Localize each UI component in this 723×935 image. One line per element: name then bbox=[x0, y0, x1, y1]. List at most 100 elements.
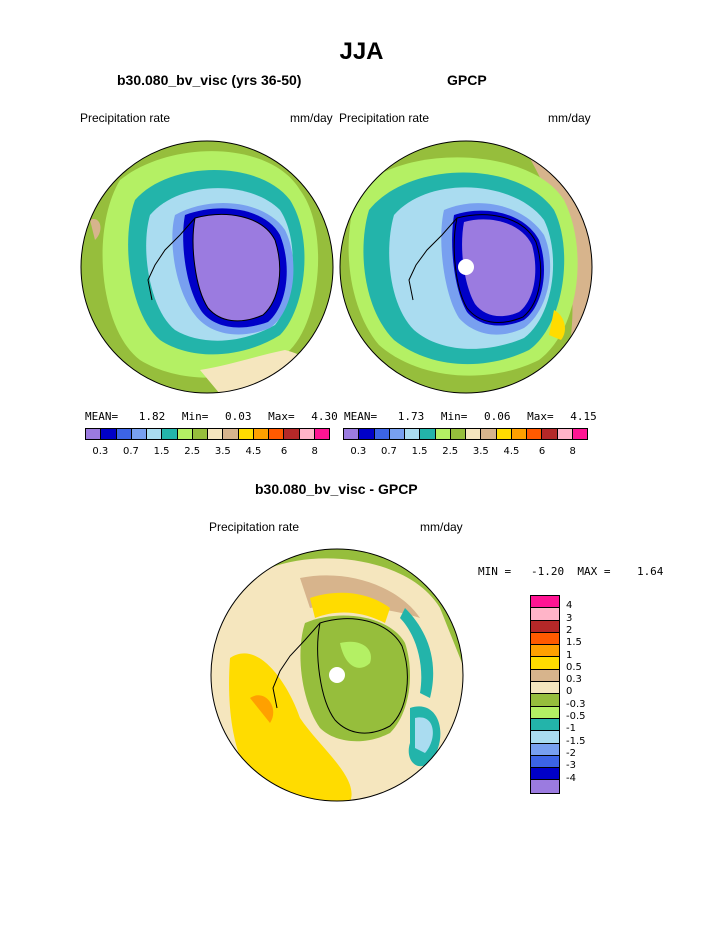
colorbar-tick-label: 2.5 bbox=[442, 446, 459, 457]
colorbar-swatch bbox=[466, 429, 482, 439]
diff-panel-variable: Precipitation rate bbox=[209, 520, 300, 534]
colorbar-swatch bbox=[299, 429, 315, 439]
colorbar-swatch bbox=[374, 429, 390, 439]
colorbar-swatch bbox=[531, 669, 559, 683]
left-panel-subtitle: b30.080_bv_visc (yrs 36-50) bbox=[117, 72, 302, 88]
left-colorbar bbox=[85, 428, 330, 440]
max-label: Max= bbox=[268, 410, 295, 423]
colorbar-tick-label: 0.7 bbox=[380, 446, 397, 457]
colorbar-swatch bbox=[116, 429, 132, 439]
right-colorbar-ticks: 0.3 0.7 1.5 2.5 3.5 4.5 6 8 bbox=[343, 446, 588, 460]
colorbar-tick-label: 4.5 bbox=[503, 446, 520, 457]
colorbar-swatch bbox=[531, 645, 559, 658]
colorbar-swatch bbox=[531, 718, 559, 732]
left-polar-map bbox=[80, 140, 334, 394]
map-patch-tan bbox=[90, 219, 101, 240]
colorbar-swatch bbox=[542, 429, 558, 439]
colorbar-swatch bbox=[284, 429, 300, 439]
right-stats: MEAN= 1.73 Min= 0.06 Max= 4.15 bbox=[344, 410, 597, 423]
colorbar-swatch bbox=[572, 429, 587, 439]
colorbar-swatch bbox=[531, 706, 559, 719]
min-label: Min= bbox=[440, 410, 468, 423]
colorbar-swatch bbox=[131, 429, 147, 439]
colorbar-tick-label: 3 bbox=[566, 612, 573, 624]
colorbar-swatch bbox=[269, 429, 285, 439]
antarctica-coastline bbox=[192, 213, 281, 322]
antarctica-coastline bbox=[317, 618, 408, 734]
right-panel-subtitle: GPCP bbox=[447, 72, 487, 88]
min-label: Min= bbox=[181, 410, 209, 423]
figure-title: JJA bbox=[339, 38, 384, 65]
colorbar-tick-label: 4.5 bbox=[245, 446, 262, 457]
colorbar-tick-label: 8 bbox=[311, 446, 318, 457]
colorbar-swatch bbox=[511, 429, 527, 439]
colorbar-swatch bbox=[238, 429, 254, 439]
colorbar-swatch bbox=[531, 755, 559, 769]
antarctica-coastline bbox=[453, 214, 542, 323]
colorbar-swatch bbox=[531, 657, 559, 670]
right-panel-units: mm/day bbox=[548, 111, 591, 125]
diff-panel-subtitle: b30.080_bv_visc - GPCP bbox=[255, 481, 418, 497]
colorbar-tick-label: 2 bbox=[566, 624, 573, 636]
colorbar-swatch bbox=[531, 780, 559, 793]
mean-value: 1.73 bbox=[397, 410, 425, 423]
max-value: 4.30 bbox=[311, 410, 338, 423]
colorbar-tick-label: 0.3 bbox=[566, 674, 582, 686]
map-core-purple bbox=[462, 219, 536, 317]
colorbar-swatch bbox=[253, 429, 269, 439]
right-polar-map bbox=[339, 140, 593, 394]
colorbar-tick-label: -1.5 bbox=[566, 735, 586, 747]
colorbar-tick-label: -0.5 bbox=[566, 711, 586, 722]
colorbar-swatch bbox=[531, 731, 559, 744]
max-label: Max= bbox=[527, 410, 554, 423]
colorbar-swatch bbox=[531, 694, 559, 707]
colorbar-swatch bbox=[147, 429, 163, 439]
colorbar-tick-label: 1.5 bbox=[153, 446, 170, 457]
pole-hole bbox=[458, 259, 474, 275]
colorbar-tick-label: 1.5 bbox=[566, 637, 582, 649]
left-panel-variable: Precipitation rate bbox=[80, 111, 171, 125]
colorbar-tick-label: -3 bbox=[566, 760, 576, 772]
colorbar-tick-label: 0.5 bbox=[566, 661, 582, 673]
map-patch-yellow bbox=[549, 310, 565, 340]
map-patch-teal bbox=[400, 608, 434, 698]
colorbar-swatch bbox=[435, 429, 451, 439]
map-patch-lightgreen bbox=[340, 641, 371, 668]
right-panel-variable: Precipitation rate bbox=[339, 111, 430, 125]
colorbar-swatch bbox=[359, 429, 375, 439]
colorbar-swatch bbox=[389, 429, 405, 439]
colorbar-tick-label: -4 bbox=[566, 772, 576, 784]
colorbar-swatch bbox=[527, 429, 543, 439]
map-border bbox=[339, 140, 593, 394]
colorbar-swatch bbox=[531, 608, 559, 621]
colorbar-swatch bbox=[177, 429, 193, 439]
map-border bbox=[210, 548, 464, 802]
colorbar-swatch bbox=[420, 429, 436, 439]
map-core-green bbox=[300, 615, 410, 742]
colorbar-swatch bbox=[531, 596, 559, 609]
colorbar-tick-label: 0 bbox=[566, 686, 573, 698]
diff-colorbar bbox=[530, 595, 560, 794]
colorbar-swatch bbox=[531, 682, 559, 695]
colorbar-tick-label: 0.3 bbox=[92, 446, 109, 457]
colorbar-tick-label: 2.5 bbox=[184, 446, 201, 457]
map-core-purple bbox=[193, 214, 280, 321]
mean-label: MEAN= bbox=[85, 410, 119, 423]
colorbar-tick-label: 0.7 bbox=[122, 446, 139, 457]
min-value: 0.03 bbox=[225, 410, 252, 423]
colorbar-swatch bbox=[314, 429, 329, 439]
colorbar-tick-label: 3.5 bbox=[214, 446, 231, 457]
colorbar-swatch bbox=[450, 429, 466, 439]
colorbar-swatch bbox=[531, 620, 559, 633]
colorbar-tick-label: -1 bbox=[566, 723, 576, 735]
max-value: 4.15 bbox=[570, 410, 597, 423]
diff-minmax: MIN = -1.20 MAX = 1.64 bbox=[478, 565, 664, 578]
diff-panel-units: mm/day bbox=[420, 520, 463, 534]
left-stats: MEAN= 1.82 Min= 0.03 Max= 4.30 bbox=[85, 410, 338, 423]
right-colorbar bbox=[343, 428, 588, 440]
colorbar-tick-label: 4 bbox=[566, 600, 573, 612]
map-patch-yellow bbox=[229, 653, 352, 801]
colorbar-swatch bbox=[531, 768, 559, 781]
pole-hole bbox=[329, 667, 345, 683]
colorbar-swatch bbox=[101, 429, 117, 439]
